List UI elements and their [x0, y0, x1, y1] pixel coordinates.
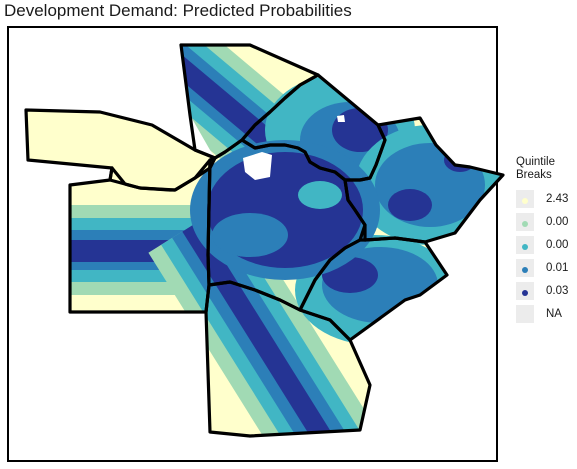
- legend-label: 0.00: [546, 239, 569, 251]
- legend-label: 0.00: [546, 216, 569, 228]
- county-south: [204, 280, 372, 438]
- legend-label: 0.01: [546, 262, 569, 274]
- legend-title-line2: Breaks: [516, 169, 552, 181]
- county-boundaries: [24, 43, 505, 438]
- legend-item: NA: [516, 303, 562, 326]
- raster-patch: [388, 189, 432, 221]
- legend-dot: [522, 198, 528, 204]
- legend-dot: [522, 221, 528, 227]
- map-legend: Quintile Breaks 2.43 0.00 0.00 0.01 0.03…: [516, 156, 568, 326]
- legend-title: Quintile Breaks: [516, 156, 555, 182]
- legend-key: [516, 259, 534, 277]
- legend-item: 0.03: [516, 280, 568, 303]
- na-gap: [337, 115, 345, 122]
- legend-item: 0.01: [516, 257, 568, 280]
- legend-key: [516, 190, 534, 208]
- legend-key: [516, 305, 534, 323]
- raster-core: [212, 213, 288, 257]
- legend-item: 0.00: [516, 234, 568, 257]
- legend-key: [516, 236, 534, 254]
- legend-label: 0.03: [546, 285, 569, 297]
- legend-key: [516, 282, 534, 300]
- legend-key: [516, 213, 534, 231]
- chart-title: Development Demand: Predicted Probabilit…: [4, 1, 352, 20]
- raster-core: [298, 181, 342, 209]
- legend-dot: [522, 244, 528, 250]
- legend-label: 2.43: [546, 193, 569, 205]
- legend-title-line1: Quintile: [516, 156, 555, 168]
- legend-dot: [522, 267, 528, 273]
- legend-dot: [522, 290, 528, 296]
- na-gap: [243, 152, 272, 180]
- legend-item: 2.43: [516, 188, 568, 211]
- legend-item: 0.00: [516, 211, 568, 234]
- legend-label: NA: [546, 308, 562, 320]
